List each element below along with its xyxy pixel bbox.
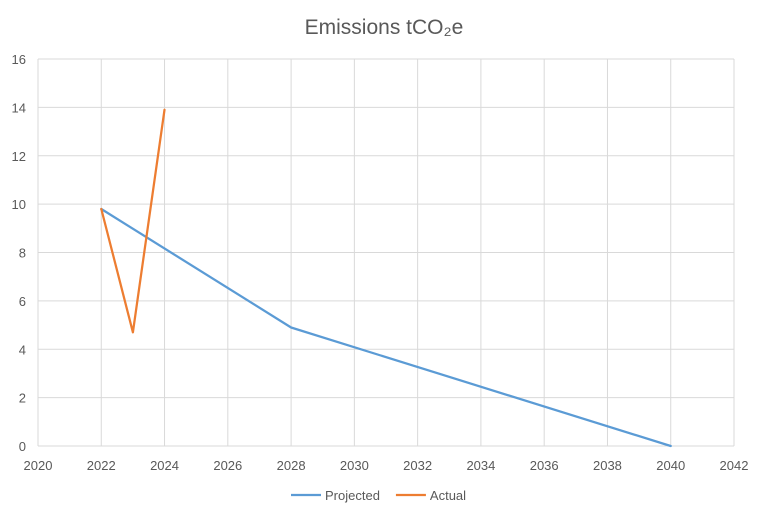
- x-tick-label: 2024: [150, 458, 179, 473]
- legend: Projected Actual: [291, 488, 466, 503]
- y-tick-label: 0: [19, 439, 26, 454]
- y-tick-label: 10: [12, 197, 26, 212]
- chart-title: Emissions tCO₂e: [305, 16, 464, 39]
- x-tick-label: 2040: [656, 458, 685, 473]
- x-tick-label: 2042: [720, 458, 749, 473]
- x-tick-label: 2030: [340, 458, 369, 473]
- legend-label-projected: Projected: [325, 488, 380, 503]
- y-tick-label: 8: [19, 246, 26, 261]
- y-tick-label: 12: [12, 149, 26, 164]
- x-tick-label: 2020: [24, 458, 53, 473]
- x-tick-label: 2028: [277, 458, 306, 473]
- y-tick-label: 4: [19, 342, 26, 357]
- x-axis-ticks: 2020 2022 2024 2026 2028 2030 2032 2034 2036 2038…: [24, 458, 749, 473]
- legend-label-actual: Actual: [430, 488, 466, 503]
- x-tick-label: 2038: [593, 458, 622, 473]
- series-line-projected: [100, 207, 672, 448]
- x-tick-label: 2034: [466, 458, 495, 473]
- y-tick-label: 16: [12, 52, 26, 67]
- y-tick-label: 2: [19, 391, 26, 406]
- series-line-actual: [100, 108, 166, 334]
- x-tick-label: 2036: [530, 458, 559, 473]
- x-tick-label: 2032: [403, 458, 432, 473]
- series-lines: [100, 108, 672, 448]
- y-tick-label: 14: [12, 100, 26, 115]
- x-tick-label: 2022: [87, 458, 116, 473]
- y-axis-ticks: 0 2 4 6 8 10 12 14 16: [12, 52, 26, 454]
- grid: [37, 58, 735, 447]
- x-tick-label: 2026: [213, 458, 242, 473]
- y-tick-label: 6: [19, 294, 26, 309]
